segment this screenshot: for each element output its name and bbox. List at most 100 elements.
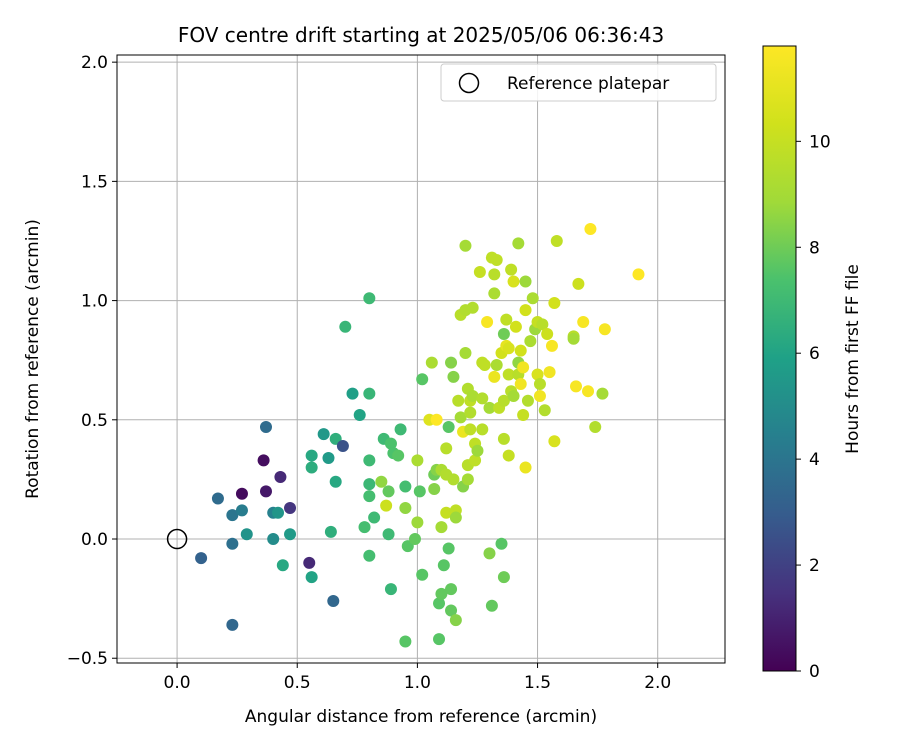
scatter-point xyxy=(442,542,455,555)
x-tick-label: 1.5 xyxy=(524,673,551,693)
scatter-point xyxy=(339,320,352,333)
scatter-point xyxy=(363,387,376,400)
scatter-point xyxy=(411,454,424,467)
colorbar: 0 2 4 6 8 10 Hours from first FF file xyxy=(762,45,863,682)
scatter-point xyxy=(488,370,501,383)
scatter-point xyxy=(284,502,297,515)
scatter-point xyxy=(548,296,561,309)
scatter-point xyxy=(497,432,510,445)
scatter-point xyxy=(226,537,239,550)
scatter-point xyxy=(490,358,503,371)
scatter-point xyxy=(476,392,489,405)
legend-marker xyxy=(458,72,480,94)
scatter-point xyxy=(445,356,458,369)
scatter-point xyxy=(454,411,467,424)
scatter-point xyxy=(502,342,515,355)
scatter-point xyxy=(358,521,371,534)
scatter-point xyxy=(507,389,520,402)
scatter-point xyxy=(211,492,224,505)
scatter-point xyxy=(226,509,239,522)
colorbar-tick-label: 2 xyxy=(809,556,820,576)
scatter-point xyxy=(567,332,580,345)
scatter-point xyxy=(235,504,248,517)
scatter-point xyxy=(382,485,395,498)
scatter-point xyxy=(517,409,530,422)
scatter-point xyxy=(305,571,318,584)
colorbar-tick-label: 4 xyxy=(809,450,820,470)
legend: Reference platepar xyxy=(440,63,717,102)
scatter-point xyxy=(346,387,359,400)
scatter-point xyxy=(469,454,482,467)
scatter-point xyxy=(257,454,270,467)
scatter-point xyxy=(598,323,611,336)
scatter-point xyxy=(240,528,253,541)
scatter-point xyxy=(519,461,532,474)
scatter-point xyxy=(449,614,462,627)
x-axis-ticks: 0.0 0.5 1.0 1.5 2.0 xyxy=(164,663,671,693)
scatter-point xyxy=(363,454,376,467)
legend-label: Reference platepar xyxy=(507,74,669,94)
scatter-point xyxy=(267,533,280,546)
y-axis-label: Rotation from reference (arcmin) xyxy=(23,219,43,499)
scatter-point xyxy=(509,320,522,333)
y-tick-label: 0.5 xyxy=(81,411,108,431)
scatter-point xyxy=(533,378,546,391)
y-tick-label: 0.0 xyxy=(81,530,108,550)
scatter-point xyxy=(363,549,376,562)
scatter-point xyxy=(502,449,515,462)
scatter-point xyxy=(445,583,458,596)
scatter-point xyxy=(476,423,489,436)
scatter-point xyxy=(413,485,426,498)
colorbar-tick-label: 0 xyxy=(809,662,820,682)
scatter-point xyxy=(317,428,330,441)
x-axis-label: Angular distance from reference (arcmin) xyxy=(245,707,597,727)
scatter-point xyxy=(461,473,474,486)
scatter-point xyxy=(284,528,297,541)
scatter-point xyxy=(336,440,349,453)
colorbar-gradient xyxy=(762,45,797,672)
x-tick-label: 0.5 xyxy=(284,673,311,693)
scatter-point xyxy=(531,368,544,381)
scatter-point xyxy=(445,604,458,617)
scatter-point xyxy=(272,506,285,519)
scatter-point xyxy=(459,347,472,360)
scatter-point xyxy=(399,480,412,493)
scatter-point xyxy=(502,368,515,381)
scatter-point xyxy=(435,521,448,534)
colorbar-label: Hours from first FF file xyxy=(843,264,863,454)
points-layer xyxy=(195,223,645,648)
scatter-point xyxy=(514,378,527,391)
chart-title: FOV centre drift starting at 2025/05/06 … xyxy=(178,23,664,47)
scatter-point xyxy=(368,511,381,524)
scatter-point xyxy=(305,449,318,462)
y-tick-label: 2.0 xyxy=(81,53,108,73)
scatter-point xyxy=(570,380,583,393)
reference-platepar-marker xyxy=(166,528,188,550)
scatter-point xyxy=(536,318,549,331)
scatter-point xyxy=(497,571,510,584)
colorbar-tick-label: 10 xyxy=(809,132,831,152)
scatter-point xyxy=(485,599,498,612)
scatter-point xyxy=(483,547,496,560)
scatter-point xyxy=(490,254,503,267)
scatter-point xyxy=(466,301,479,314)
scatter-point xyxy=(526,292,539,305)
x-tick-label: 0.0 xyxy=(164,673,191,693)
scatter-point xyxy=(449,511,462,524)
scatter-point xyxy=(447,473,460,486)
colorbar-ticks: 0 2 4 6 8 10 xyxy=(796,132,831,682)
y-tick-label: −0.5 xyxy=(67,649,108,669)
scatter-point xyxy=(550,234,563,247)
scatter-point xyxy=(538,404,551,417)
scatter-point xyxy=(548,435,561,448)
scatter-point xyxy=(632,268,645,281)
scatter-point xyxy=(512,237,525,250)
scatter-point xyxy=(327,595,340,608)
scatter-point xyxy=(411,516,424,529)
scatter-point xyxy=(394,423,407,436)
scatter-point xyxy=(505,263,518,276)
scatter-point xyxy=(440,442,453,455)
scatter-point xyxy=(488,268,501,281)
scatter-point xyxy=(447,370,460,383)
